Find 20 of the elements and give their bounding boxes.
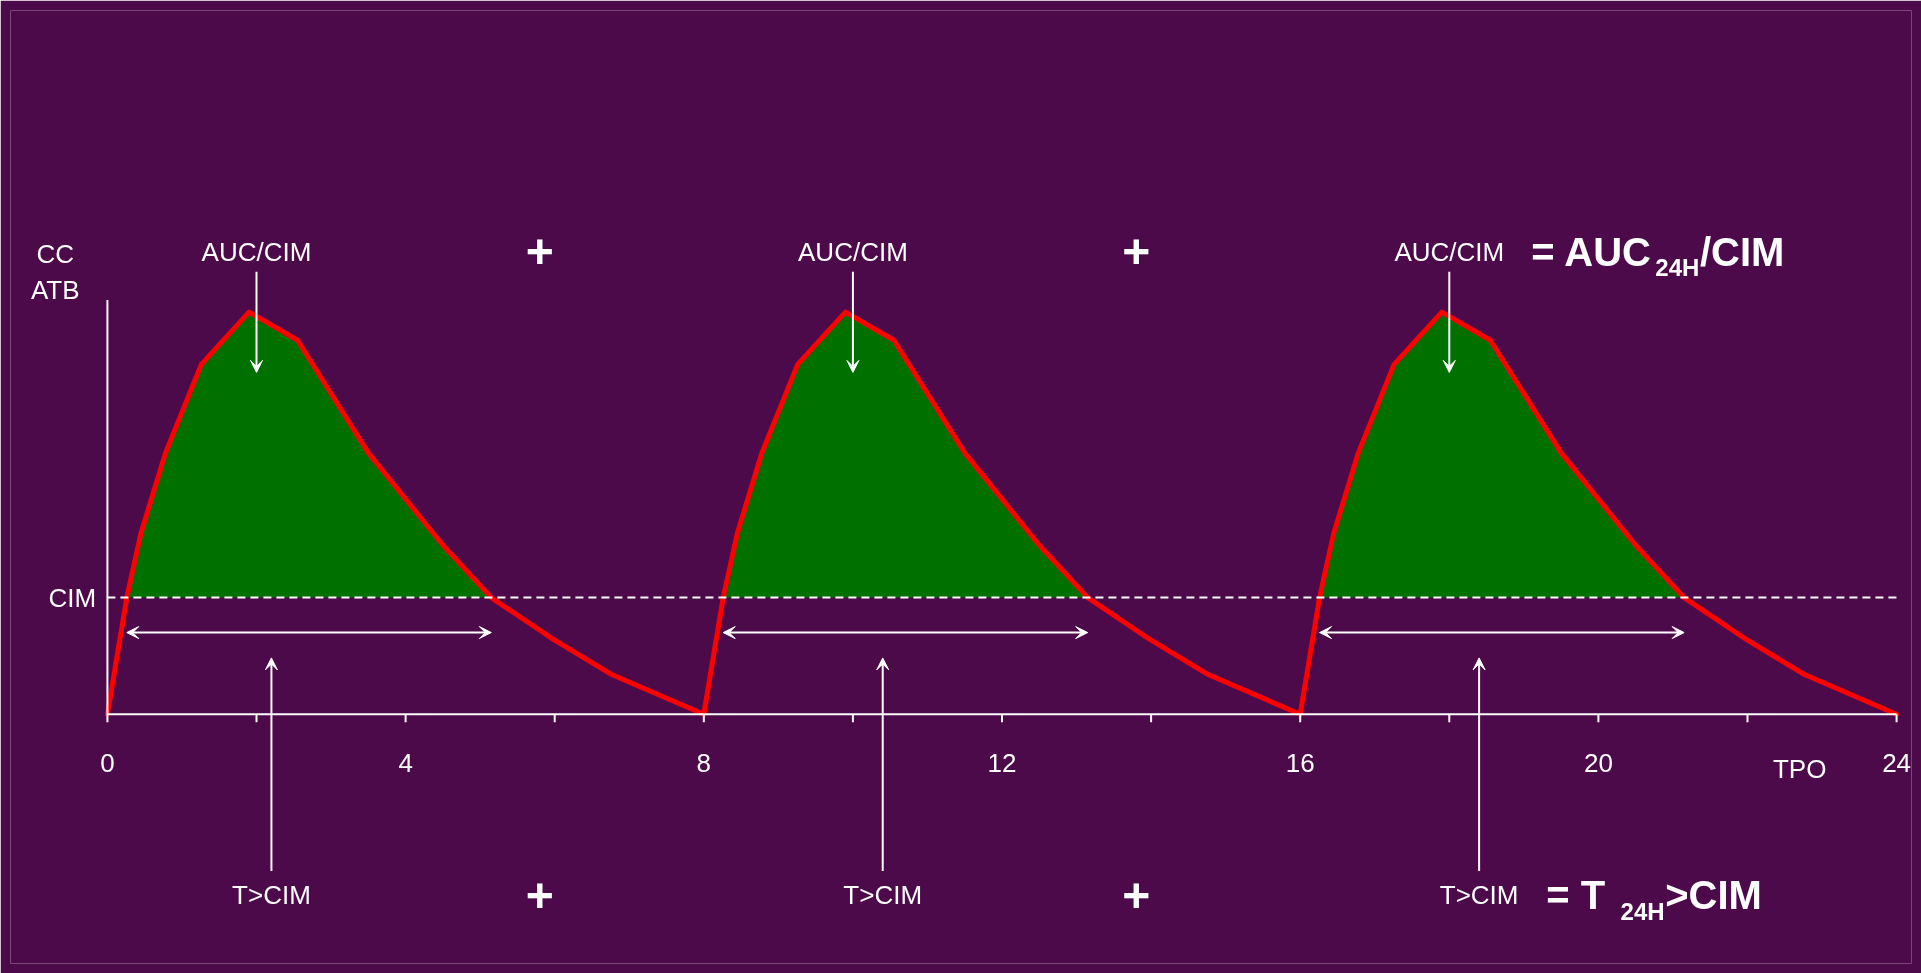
x-axis-title: TPO [1772, 754, 1827, 785]
text: AUC/CIM [1394, 236, 1505, 267]
text: + [525, 868, 554, 922]
x-tick-label: 24 [1882, 748, 1912, 779]
ref-line-label: CIM [48, 582, 97, 613]
text: T>CIM [1439, 880, 1519, 911]
x-tick-label: 12 [987, 748, 1017, 779]
x-tick-label: 20 [1583, 748, 1613, 779]
text: T>CIM [232, 880, 311, 911]
x-tick-label: 4 [398, 748, 413, 779]
text: + [1122, 868, 1151, 922]
text: AUC/CIM [798, 236, 908, 267]
x-tick-label: 16 [1285, 748, 1315, 779]
text: AUC/CIM [201, 236, 312, 267]
text: T>CIM [843, 880, 923, 911]
y-axis-title: CC ATB [30, 238, 80, 305]
text: + [1122, 225, 1151, 279]
x-tick-label: 8 [696, 748, 712, 779]
x-tick-label: 0 [100, 748, 115, 779]
text: + [525, 225, 554, 279]
